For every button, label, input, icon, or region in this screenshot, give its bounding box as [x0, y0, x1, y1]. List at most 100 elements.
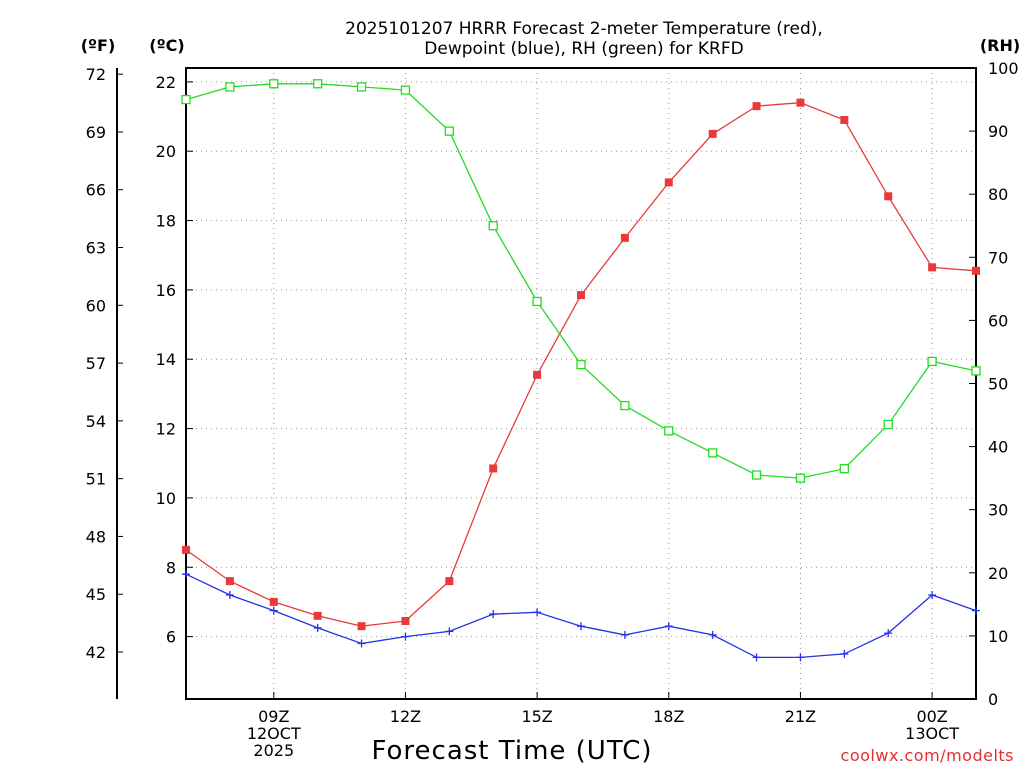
x-tick-label: 13OCT [905, 724, 959, 743]
dewpoint-point [664, 622, 673, 631]
rh-point [269, 79, 279, 89]
f-tick-label: 72 [86, 65, 106, 84]
f-tick-label: 60 [86, 296, 106, 315]
dewpoint-point [489, 610, 498, 619]
rh-tick-label: 0 [988, 690, 998, 709]
rh-point [356, 82, 367, 92]
f-tick-label: 57 [86, 354, 106, 373]
dewpoint-point [269, 606, 278, 615]
tick-labels: 42 45 48 51 54 57 60 63 66 69 72 6 8 10 12 14 16 18 20 22 0 1… [86, 59, 1019, 760]
temperature-point [884, 192, 893, 201]
x-tick-label: 2025 [253, 741, 294, 760]
x-tick-label: 18Z [653, 707, 684, 726]
axes [116, 67, 977, 700]
rh-point [795, 473, 806, 483]
rh-point [488, 221, 498, 231]
rh-tick-label: 50 [988, 375, 1008, 394]
rh-point [313, 79, 323, 89]
f-tick-label: 66 [86, 181, 106, 200]
credit-text: coolwx.com/modelts [841, 746, 1014, 765]
x-tick-label: 12Z [390, 707, 421, 726]
plot-frame [185, 67, 977, 700]
fahrenheit-unit-label: (ºF) [81, 36, 116, 55]
rh-point [576, 359, 586, 370]
temperature-point [796, 98, 805, 107]
dewpoint-point [313, 623, 322, 632]
rh-point [225, 82, 235, 92]
dewpoint-point [620, 630, 629, 639]
chart-title-line1: 2025101207 HRRR Forecast 2-meter Tempera… [345, 19, 823, 39]
temperature-point [269, 597, 278, 606]
temperature-point [928, 263, 937, 272]
c-tick-label: 18 [156, 212, 176, 231]
temperature-point [664, 178, 673, 187]
celsius-unit-label: (ºC) [149, 36, 184, 55]
rh-point [620, 400, 630, 411]
dewpoint-point [357, 639, 366, 648]
dewpoint-point [928, 590, 937, 599]
rh-tick-label: 40 [988, 438, 1008, 457]
dewpoint-point [840, 649, 849, 658]
x-axis-label: Forecast Time (UTC) [371, 736, 652, 766]
rh-point [883, 419, 893, 430]
rh-point [400, 85, 411, 95]
series-group [181, 79, 981, 662]
rh-point [444, 126, 454, 136]
temperature-point [489, 464, 498, 473]
temperature-point [708, 129, 717, 138]
c-tick-label: 22 [156, 73, 176, 92]
rh-point [181, 94, 191, 105]
dewpoint-point [796, 653, 805, 662]
c-tick-label: 8 [166, 558, 176, 577]
rh-unit-label: (RH) [980, 36, 1020, 55]
rh-tick-label: 80 [988, 185, 1008, 204]
rh-point [751, 470, 762, 480]
x-tick-label: 00Z [916, 707, 947, 726]
dewpoint-point [401, 632, 410, 641]
rh-tick-label: 30 [988, 501, 1008, 520]
rh-point [532, 296, 542, 307]
grid [186, 68, 976, 699]
temperature-point [840, 116, 849, 125]
dewpoint-point [708, 630, 717, 639]
c-tick-label: 6 [166, 628, 176, 647]
dewpoint-point [533, 608, 542, 617]
f-tick-label: 42 [86, 643, 106, 662]
f-tick-label: 63 [86, 239, 106, 258]
temperature-point [357, 622, 366, 631]
rh-tick-label: 70 [988, 248, 1008, 267]
temperature-point [620, 233, 629, 242]
rh-tick-label: 90 [988, 122, 1008, 141]
x-tick-label: 12OCT [247, 724, 301, 743]
x-tick-label: 09Z [258, 707, 289, 726]
c-tick-label: 10 [156, 489, 176, 508]
dewpoint-point [752, 653, 761, 662]
temperature-point [401, 616, 410, 625]
temperature-point [313, 611, 322, 620]
chart-title-line2: Dewpoint (blue), RH (green) for KRFD [424, 39, 743, 59]
rh-point [664, 426, 674, 436]
c-tick-label: 14 [156, 350, 176, 369]
c-tick-label: 12 [156, 420, 176, 439]
rh-point [971, 366, 981, 376]
temperature-point [577, 291, 585, 300]
dewpoint-point [972, 606, 980, 615]
dewpoint-point [577, 622, 585, 631]
rh-point [839, 464, 849, 474]
rh-tick-label: 60 [988, 311, 1008, 330]
rh-tick-label: 10 [988, 627, 1008, 646]
temperature-point [752, 102, 761, 111]
dewpoint-point [445, 627, 454, 636]
temperature-point [225, 577, 234, 586]
temperature-point [533, 370, 542, 379]
rh-tick-label: 100 [988, 59, 1019, 78]
c-tick-label: 16 [156, 281, 176, 300]
rh-point [927, 356, 937, 367]
f-tick-label: 51 [86, 470, 106, 489]
temperature-point [445, 577, 454, 586]
f-tick-label: 54 [86, 412, 106, 431]
temperature-point [182, 545, 190, 554]
x-tick-label: 21Z [785, 707, 816, 726]
dewpoint-point [182, 570, 190, 579]
